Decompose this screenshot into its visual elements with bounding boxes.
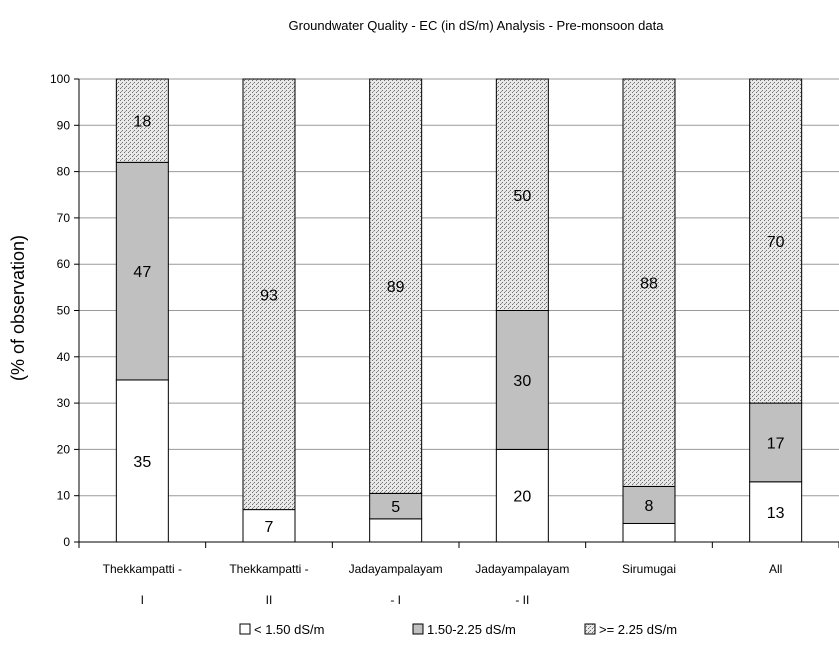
data-label: 93: [260, 287, 278, 304]
bar-segment: [495, 448, 549, 543]
x-tick-label: Jadayampalayam: [349, 562, 443, 576]
x-tick-label: II: [266, 593, 273, 607]
bar-segment: [622, 78, 676, 487]
y-tick-label: 0: [63, 535, 70, 549]
bars: [115, 78, 803, 543]
data-label: 20: [513, 489, 531, 506]
legend-swatch: [584, 623, 596, 635]
legend-label: 1.50-2.25 dS/m: [427, 622, 516, 637]
legend-swatch: [239, 623, 251, 635]
data-label: 17: [767, 435, 785, 452]
legend-label: < 1.50 dS/m: [254, 622, 324, 637]
legend: < 1.50 dS/m 1.50-2.25 dS/m >= 2.25 dS/m: [239, 622, 677, 637]
data-label: 18: [133, 114, 151, 131]
x-tick-label: Thekkampatti -: [229, 562, 308, 576]
y-tick-label: 30: [57, 396, 71, 410]
legend-label: >= 2.25 dS/m: [599, 622, 677, 637]
legend-item: < 1.50 dS/m: [239, 622, 324, 637]
data-label: 89: [387, 279, 405, 296]
y-tick-label: 40: [57, 350, 71, 364]
data-label: 88: [640, 276, 658, 293]
chart-title: Groundwater Quality - EC (in dS/m) Analy…: [289, 18, 665, 33]
data-label: 7: [265, 519, 274, 536]
data-label: 8: [645, 498, 654, 515]
bar-segment: [749, 78, 803, 404]
legend-item: 1.50-2.25 dS/m: [412, 622, 516, 637]
data-label: 47: [133, 264, 151, 281]
y-tick-label: 100: [50, 72, 70, 86]
data-label: 30: [513, 373, 531, 390]
gridlines: [79, 78, 839, 497]
bar-segment: [242, 509, 296, 543]
data-label: 5: [391, 499, 400, 516]
legend-item: >= 2.25 dS/m: [584, 622, 677, 637]
y-tick-label: 80: [57, 165, 71, 179]
axes: 0 10 20 30 40 50 60 70 80 90 100 Thekkampatti - I The…: [50, 72, 839, 607]
x-tick-label: - I: [390, 593, 401, 607]
y-tick-label: 70: [57, 211, 71, 225]
data-label: 50: [513, 188, 531, 205]
data-label: 35: [133, 454, 151, 471]
bar-segment: [495, 310, 549, 450]
bar-segment: [749, 402, 803, 483]
x-tick-label: Thekkampatti -: [103, 562, 182, 576]
bar-segment: [115, 78, 169, 163]
y-tick-label: 20: [57, 442, 71, 456]
y-tick-label: 50: [57, 304, 71, 318]
legend-swatch: [412, 623, 424, 635]
data-label: 13: [767, 505, 785, 522]
x-tick-label: Sirumugai: [622, 562, 676, 576]
data-label: 70: [767, 234, 785, 251]
x-tick-label: Jadayampalayam: [475, 562, 569, 576]
bar-segment: [749, 481, 803, 543]
x-tick-label: All: [769, 562, 782, 576]
x-tick-label: - II: [515, 593, 529, 607]
y-tick-label: 10: [57, 489, 71, 503]
bar-segment: [369, 492, 423, 520]
bar-segment: [242, 78, 296, 511]
x-tick-label: I: [141, 593, 144, 607]
bar-segment: [369, 518, 423, 543]
bar-segment: [495, 78, 549, 311]
y-tick-label: 60: [57, 257, 71, 271]
bar-segment: [622, 522, 676, 543]
y-axis-label: (% of observation): [8, 235, 28, 381]
bar-segment: [369, 78, 423, 494]
y-tick-label: 90: [57, 118, 71, 132]
bar-segment: [115, 161, 169, 381]
